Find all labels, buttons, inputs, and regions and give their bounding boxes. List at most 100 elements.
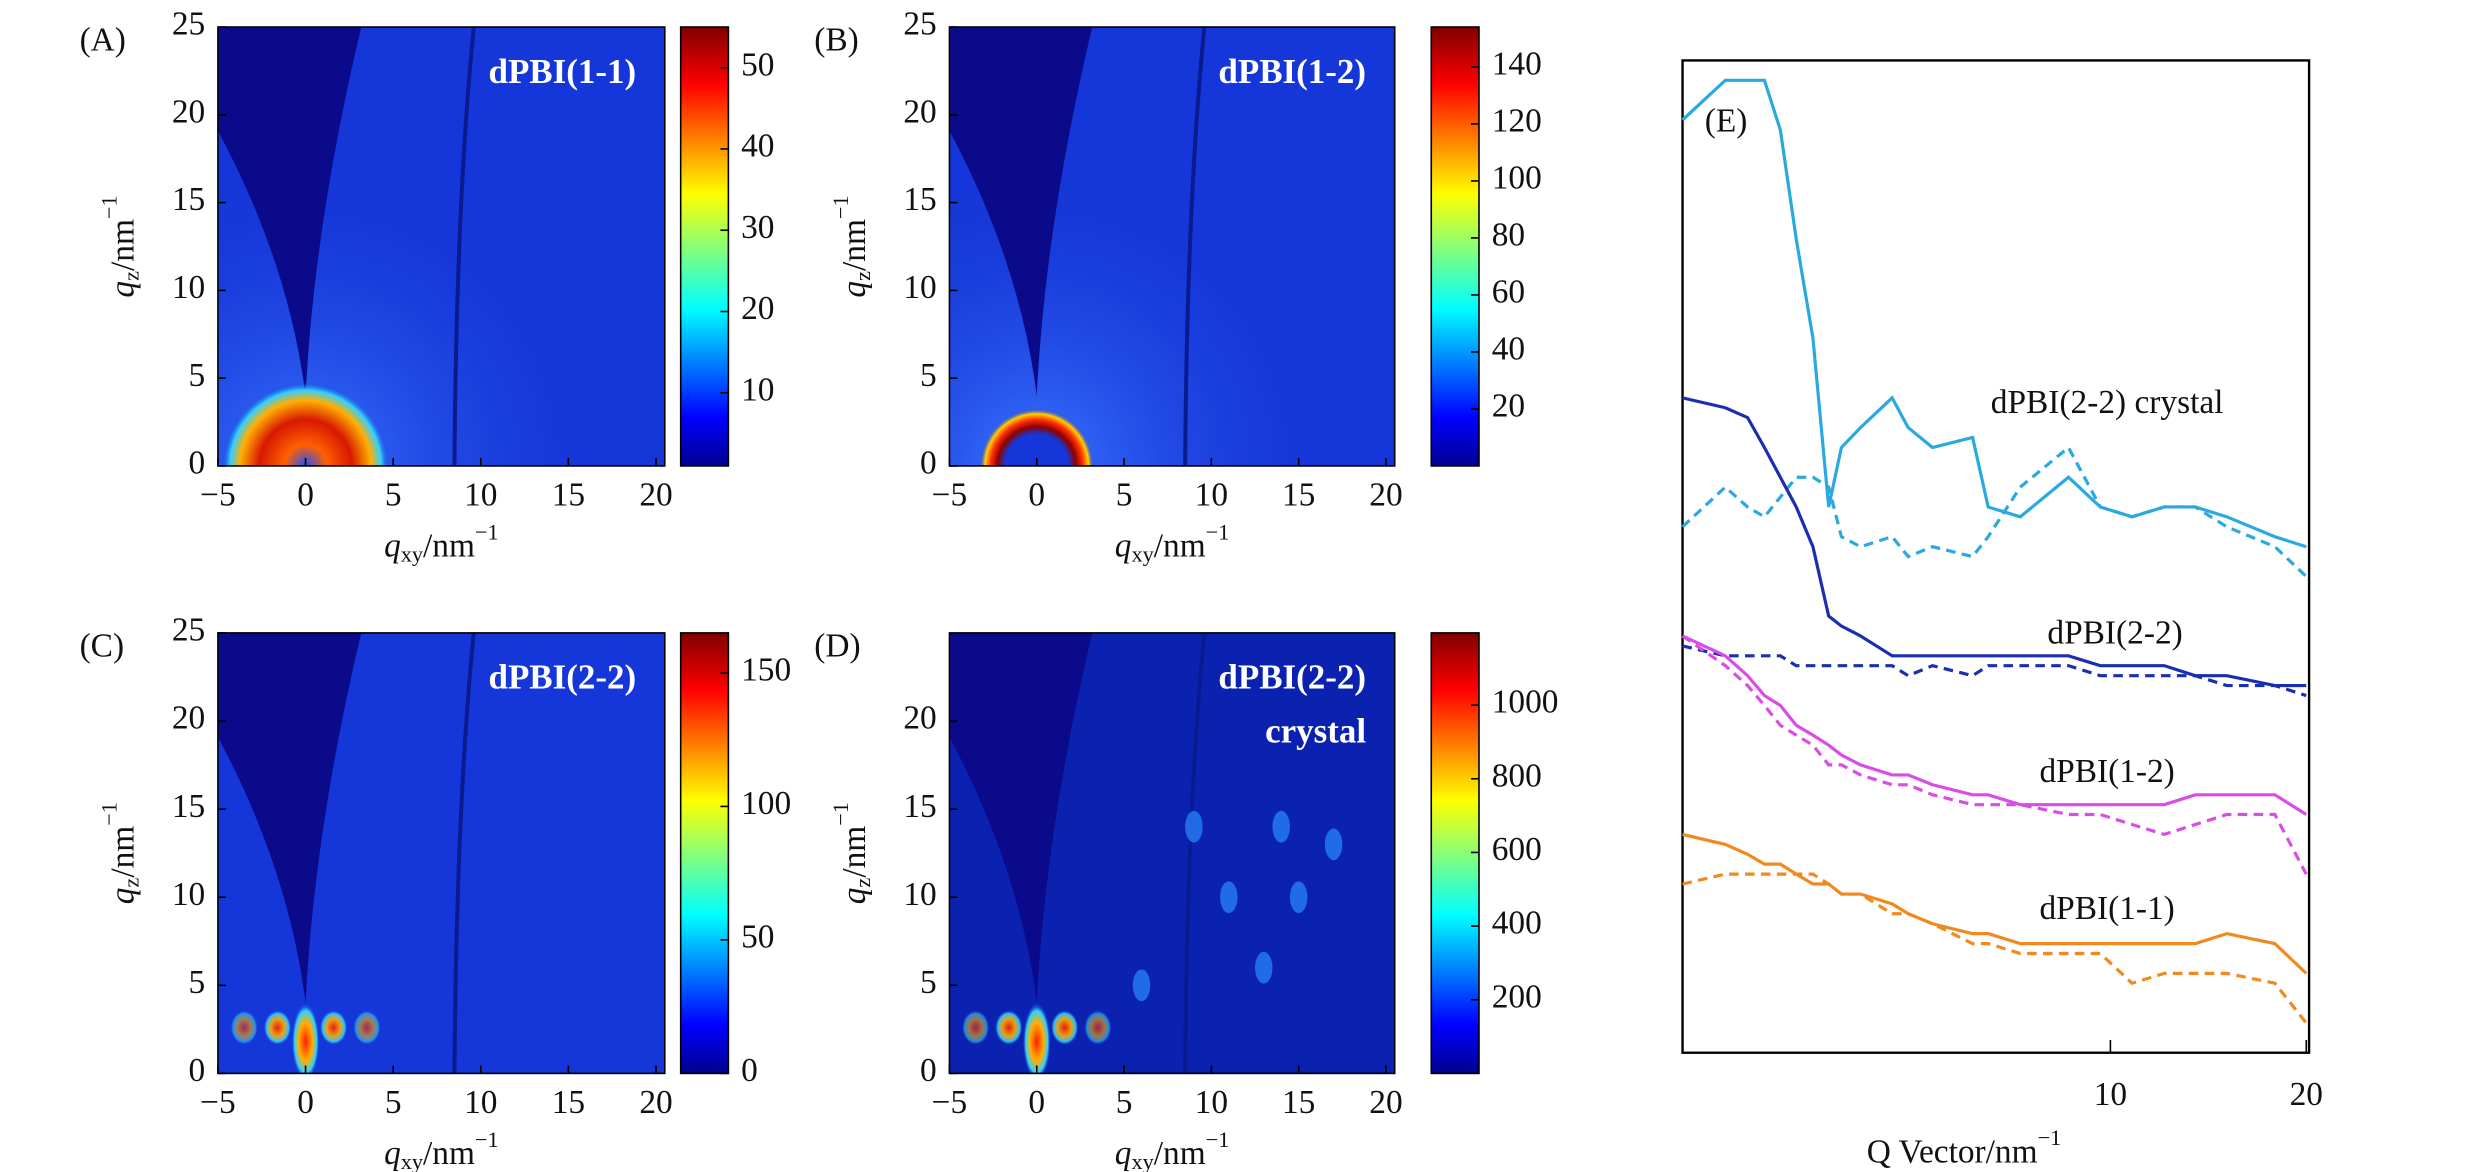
axis-label: Q Vector/nm−1	[1867, 1125, 2062, 1170]
series-line	[1682, 832, 2308, 975]
panel-title: dPBI(2-2)	[489, 658, 637, 697]
axis-label-part: z	[119, 878, 144, 888]
y-tick-label: 25	[172, 612, 205, 649]
heatmap-image	[949, 27, 1395, 466]
axis-label-part: Q Vector/nm	[1867, 1133, 2038, 1170]
axis-label-part: xy	[401, 1149, 424, 1172]
axis-label: qz/nm−1	[96, 195, 143, 297]
series-label: dPBI(1-2)	[2039, 753, 2174, 790]
x-tick-label: −5	[932, 1084, 968, 1121]
axis-label-part: q	[104, 888, 141, 905]
series-label: dPBI(2-2)	[2047, 615, 2182, 652]
x-tick-label: −5	[932, 476, 968, 513]
x-tick-label: 15	[1282, 1084, 1315, 1121]
peak	[319, 1009, 348, 1046]
colorbar-tick-label: 50	[741, 919, 774, 956]
detector-gap	[1183, 27, 1207, 466]
y-tick-label: 20	[903, 93, 936, 130]
peak	[1083, 1009, 1112, 1046]
y-tick-label: 0	[920, 1052, 937, 1089]
y-tick-label: 15	[172, 181, 205, 218]
detector-gap	[452, 27, 476, 466]
axis-label-part: /nm	[104, 219, 141, 271]
axis-label-part: q	[836, 888, 873, 905]
colorbar	[679, 632, 730, 1075]
y-tick-label: 20	[903, 700, 936, 737]
y-tick-label: 0	[189, 1052, 206, 1089]
y-tick-label: 15	[172, 788, 205, 825]
series-line	[1681, 634, 2308, 875]
panel-title: dPBI(2-2)	[1218, 658, 1366, 697]
x-tick-label: 10	[1195, 1084, 1228, 1121]
scatter-ring	[979, 408, 1095, 466]
axis-label-part: z	[850, 271, 875, 281]
y-tick-label: 20	[172, 700, 205, 737]
panel-title: dPBI(1-1)	[489, 52, 637, 91]
x-tick-label: 15	[552, 476, 585, 513]
spot	[1289, 881, 1308, 914]
peak	[291, 1002, 320, 1074]
heatmap-image	[949, 632, 1395, 1074]
colorbar	[1430, 632, 1480, 1075]
axis-label-part: q	[384, 527, 401, 564]
colorbar-tick-label: 100	[741, 785, 791, 822]
colorbar	[679, 26, 730, 467]
axis-label-part: q	[384, 1135, 401, 1172]
x-tick-label: 20	[639, 476, 672, 513]
x-tick-label: 5	[1116, 1084, 1133, 1121]
axis-label: qz/nm−1	[828, 802, 875, 904]
axis-label-part: z	[850, 878, 875, 888]
spot	[1132, 969, 1151, 1002]
colorbar-tick-label: 40	[1492, 331, 1525, 368]
x-tick-label: −5	[200, 476, 236, 513]
y-tick-label: 15	[903, 788, 936, 825]
colorbar-tick-label: 200	[1492, 978, 1542, 1015]
axis-label: qxy/nm−1	[1115, 519, 1230, 566]
panel-label: (E)	[1705, 103, 1748, 140]
x-tick-label: 0	[1028, 476, 1045, 513]
series-line	[1681, 634, 2308, 816]
shadow-cone	[217, 27, 362, 396]
plot-frame	[1681, 59, 2311, 1054]
scatter-ring	[221, 381, 390, 466]
colorbar-tick-label: 800	[1492, 757, 1542, 794]
peak	[263, 1009, 292, 1046]
y-tick-label: 25	[172, 6, 205, 43]
axis-label-part: −1	[475, 519, 499, 544]
colorbar-tick-label: 140	[1492, 46, 1542, 83]
x-tick-label: 5	[1116, 476, 1133, 513]
x-tick-label: 0	[297, 476, 314, 513]
axis-label-part: xy	[1131, 542, 1154, 567]
x-tick-label: 15	[552, 1084, 585, 1121]
y-tick-label: 5	[189, 357, 206, 394]
colorbar-tick-label: 600	[1492, 831, 1542, 868]
x-tick-label: 10	[1195, 476, 1228, 513]
axis-label-part: xy	[1131, 1149, 1154, 1172]
spot	[1220, 881, 1238, 914]
axis-label: qz/nm−1	[96, 802, 143, 904]
y-tick-label: 5	[189, 964, 206, 1001]
spot	[1185, 810, 1203, 843]
axis-label-part: q	[1115, 527, 1132, 564]
spot	[1272, 810, 1290, 843]
x-tick-label: 20	[1369, 476, 1402, 513]
colorbar-tick-label: 60	[1492, 274, 1525, 311]
axis-label-part: −1	[96, 802, 121, 826]
x-tick-label: 20	[2290, 1076, 2323, 1113]
y-tick-label: 10	[172, 876, 205, 913]
detector-gap	[452, 632, 476, 1074]
x-tick-label: −5	[200, 1084, 236, 1121]
peak	[1050, 1009, 1079, 1046]
axis-label: qxy/nm−1	[1115, 1127, 1230, 1172]
colorbar	[1430, 26, 1480, 467]
peak	[352, 1009, 381, 1046]
colorbar-tick-label: 400	[1492, 905, 1542, 942]
axis-label-part: −1	[1206, 519, 1230, 544]
x-tick-label: 20	[639, 1084, 672, 1121]
series-label: dPBI(2-2) crystal	[1991, 384, 2224, 421]
panel-label: (A)	[80, 22, 126, 59]
axis-label-part: /nm	[423, 1135, 475, 1172]
shadow-cone	[217, 632, 362, 1003]
axis-label: qxy/nm−1	[384, 1127, 499, 1172]
colorbar-tick-label: 1000	[1492, 684, 1559, 721]
